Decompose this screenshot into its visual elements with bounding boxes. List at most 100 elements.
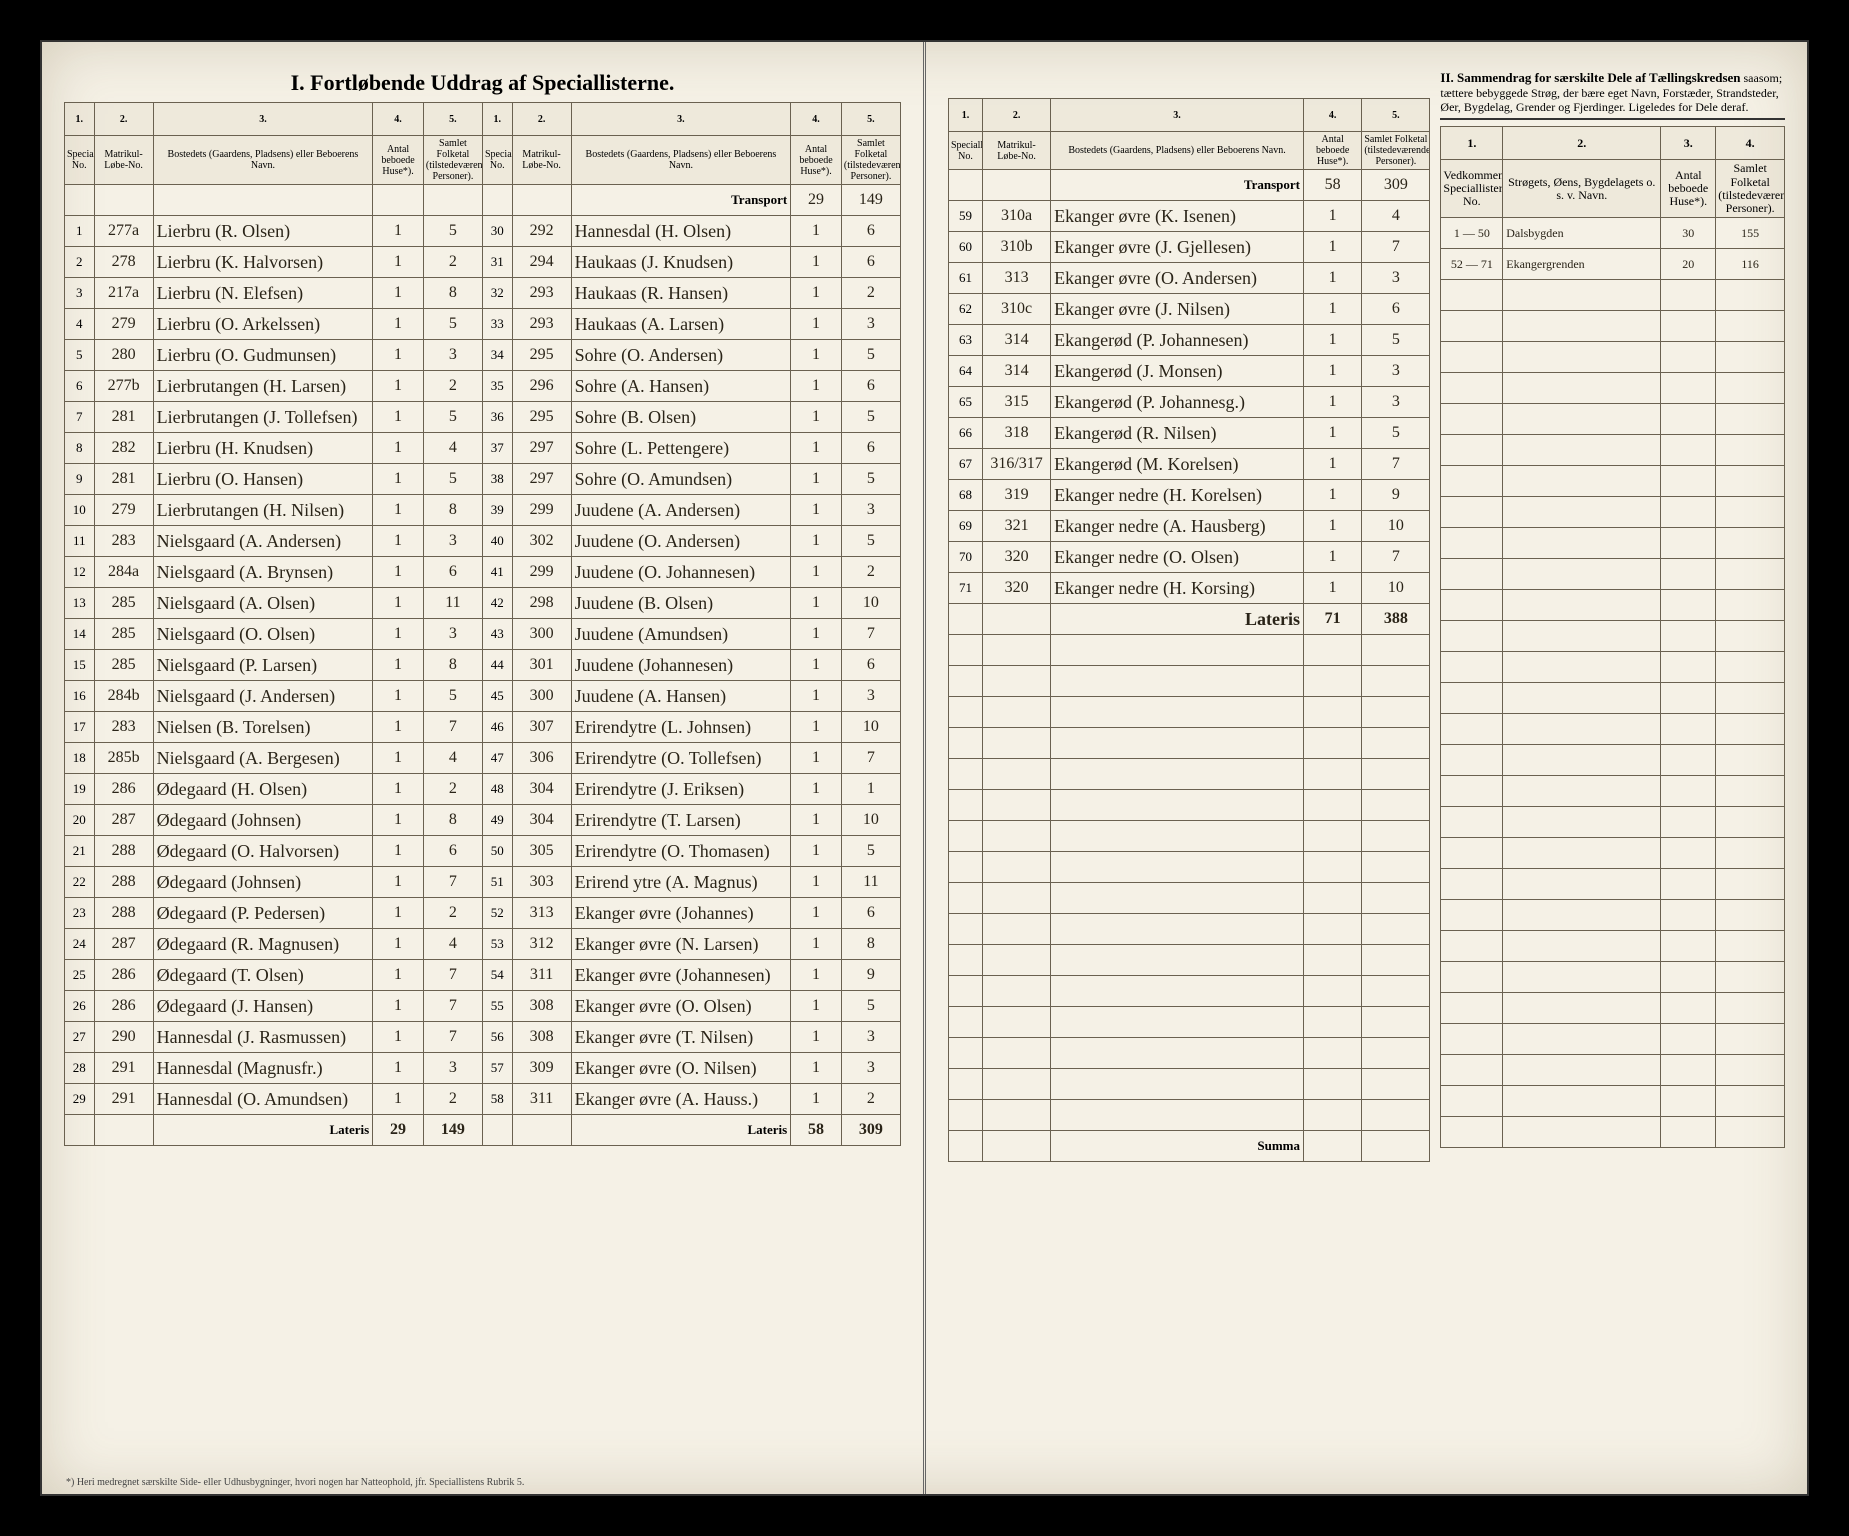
cell <box>1503 683 1661 714</box>
col-num: 4. <box>791 103 842 136</box>
cell <box>1441 931 1503 962</box>
table-row: 13285Nielsgaard (A. Olsen)11142298Juuden… <box>65 588 901 619</box>
cell: 303 <box>512 867 571 898</box>
summary-row <box>1441 559 1785 590</box>
cell: 20 <box>1661 249 1716 280</box>
cell <box>1716 993 1785 1024</box>
cell: Lierbru (O. Arkelssen) <box>153 309 373 340</box>
cell <box>1503 714 1661 745</box>
cell: 3 <box>841 1022 900 1053</box>
cell: 4 <box>423 433 482 464</box>
table-row: 67316/317Ekangerød (M. Korelsen)17 <box>949 449 1430 480</box>
cell: Ødegaard (J. Hansen) <box>153 991 373 1022</box>
cell <box>1716 466 1785 497</box>
cell: 304 <box>512 805 571 836</box>
cell <box>1716 280 1785 311</box>
cell: 2 <box>841 557 900 588</box>
cell <box>1716 838 1785 869</box>
cell: 3 <box>423 526 482 557</box>
h-matr: Matrikul- Løbe-No. <box>983 132 1051 170</box>
cell: Ekanger øvre (O. Olsen) <box>571 991 791 1022</box>
cell: 1 <box>1303 542 1361 573</box>
cell <box>1661 342 1716 373</box>
cell <box>949 1100 983 1131</box>
cell <box>1441 435 1503 466</box>
cell: 321 <box>983 511 1051 542</box>
summary-header: II. Sammendrag for særskilte Dele af Tæl… <box>1440 70 1785 120</box>
cell: 55 <box>482 991 512 1022</box>
cell <box>1362 666 1430 697</box>
cell: 293 <box>512 278 571 309</box>
summary-row <box>1441 590 1785 621</box>
cell: 301 <box>512 650 571 681</box>
cell: Hannesdal (J. Rasmussen) <box>153 1022 373 1053</box>
cell <box>1661 714 1716 745</box>
summary-row <box>1441 311 1785 342</box>
table-row: 64314Ekangerød (J. Monsen)13 <box>949 356 1430 387</box>
table-row: 6277bLierbrutangen (H. Larsen)1235296Soh… <box>65 371 901 402</box>
cell <box>949 635 983 666</box>
cell <box>1051 728 1304 759</box>
cell: 149 <box>841 185 900 216</box>
cell <box>1441 466 1503 497</box>
cell: 1 <box>791 371 842 402</box>
cell: Juudene (A. Hansen) <box>571 681 791 712</box>
cell <box>1716 1086 1785 1117</box>
cell: 3 <box>1362 356 1430 387</box>
cell: 30 <box>1661 218 1716 249</box>
cell <box>1051 883 1304 914</box>
table-row: 66318Ekangerød (R. Nilsen)15 <box>949 418 1430 449</box>
cell: 62 <box>949 294 983 325</box>
cell: 1 <box>791 712 842 743</box>
cell <box>1441 776 1503 807</box>
cell: Ekangerød (J. Monsen) <box>1051 356 1304 387</box>
summary-row <box>1441 869 1785 900</box>
h-bost: Bostedets (Gaardens, Pladsens) eller Beb… <box>571 136 791 185</box>
cell: 29 <box>373 1115 424 1146</box>
cell: 49 <box>482 805 512 836</box>
table-row: 20287Ødegaard (Johnsen)1849304Erirendytr… <box>65 805 901 836</box>
cell <box>1441 621 1503 652</box>
cell <box>1503 342 1661 373</box>
cell: 285 <box>94 650 153 681</box>
cell <box>1362 759 1430 790</box>
lateris-row: Lateris29149Lateris58309 <box>65 1115 901 1146</box>
cell: Lierbru (O. Hansen) <box>153 464 373 495</box>
cell: 7 <box>841 743 900 774</box>
cell: Ødegaard (Johnsen) <box>153 805 373 836</box>
cell: 46 <box>482 712 512 743</box>
cell: 6 <box>841 650 900 681</box>
cell <box>949 976 983 1007</box>
cell <box>1503 652 1661 683</box>
table-row: 68319Ekanger nedre (H. Korelsen)19 <box>949 480 1430 511</box>
cell: 304 <box>512 774 571 805</box>
cell: 279 <box>94 309 153 340</box>
cell <box>1362 945 1430 976</box>
cell <box>1303 852 1361 883</box>
cell <box>1716 1024 1785 1055</box>
cell: 28 <box>65 1053 95 1084</box>
cell: 64 <box>949 356 983 387</box>
cell: Ekangergrenden <box>1503 249 1661 280</box>
cell: 6 <box>841 371 900 402</box>
cell: 9 <box>1362 480 1430 511</box>
cell: 286 <box>94 991 153 1022</box>
cell: 6 <box>841 247 900 278</box>
cell: 313 <box>983 263 1051 294</box>
table-row: 15285Nielsgaard (P. Larsen)1844301Juuden… <box>65 650 901 681</box>
cell <box>1503 559 1661 590</box>
table-row <box>949 914 1430 945</box>
cell <box>1716 590 1785 621</box>
cell: 1 — 50 <box>1441 218 1503 249</box>
cell <box>1303 945 1361 976</box>
cell <box>65 1115 95 1146</box>
cell: 56 <box>482 1022 512 1053</box>
cell: 310a <box>983 201 1051 232</box>
cell: 1 <box>373 681 424 712</box>
cell: 1 <box>791 526 842 557</box>
cell <box>1661 900 1716 931</box>
cell: 1 <box>791 402 842 433</box>
cell: 5 <box>423 402 482 433</box>
cell: 310b <box>983 232 1051 263</box>
cell <box>949 1038 983 1069</box>
